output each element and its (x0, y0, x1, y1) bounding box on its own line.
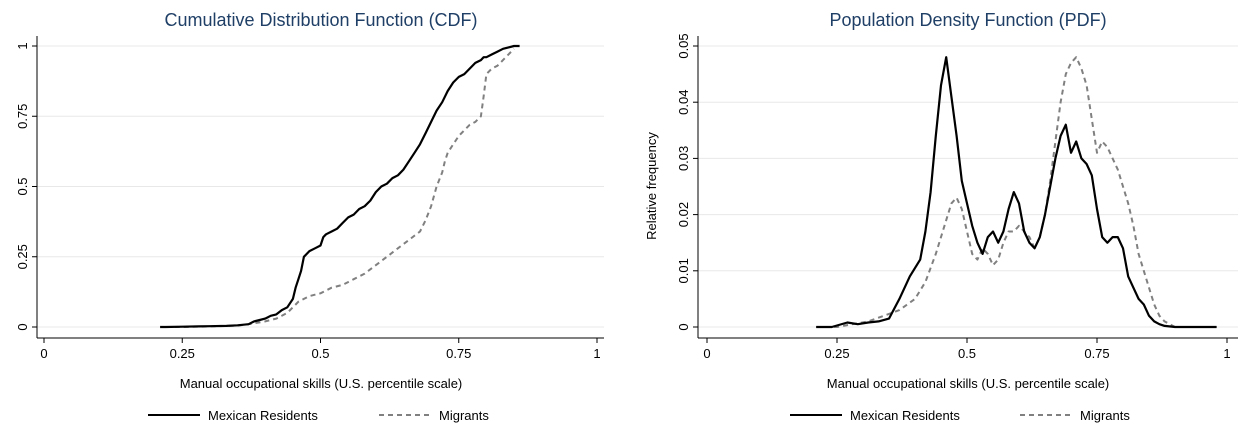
cdf-grid (37, 45, 604, 328)
pdf-x-tick-label: 0 (703, 346, 710, 361)
pdf-title: Population Density Function (PDF) (829, 10, 1106, 30)
pdf-x-tick-label: 0.5 (958, 346, 976, 361)
cdf-y-tick-label: 0.75 (15, 104, 30, 129)
cdf-ticks: 0 0.25 0.5 0.75 1 0 0.25 0.5 0.75 1 (15, 42, 601, 361)
cdf-x-tick-label: 0 (40, 346, 47, 361)
pdf-panel: Population Density Function (PDF) 00.010… (644, 10, 1238, 423)
cdf-legend-label-migrants: Migrants (439, 408, 489, 423)
cdf-title: Cumulative Distribution Function (CDF) (164, 10, 477, 30)
pdf-y-tick-label: 0.02 (676, 202, 691, 227)
pdf-legend: Mexican Residents Migrants (790, 408, 1130, 423)
cdf-y-tick-label: 0.5 (15, 177, 30, 195)
pdf-ticks: 0 0.01 0.02 0.03 0.04 0.05 0 0.25 0.5 0.75 1 (676, 33, 1231, 361)
pdf-legend-label-residents: Mexican Residents (850, 408, 960, 423)
pdf-x-axis-label: Manual occupational skills (U.S. percent… (827, 376, 1110, 391)
pdf-grid (698, 45, 1238, 328)
pdf-legend-label-migrants: Migrants (1080, 408, 1130, 423)
pdf-series-line-mexican-residents (816, 56, 1217, 329)
pdf-series (816, 56, 1217, 329)
cdf-y-tick-label: 1 (15, 42, 30, 49)
cdf-series-line-migrants (165, 48, 515, 328)
cdf-series (160, 44, 520, 329)
pdf-series-line-migrants (816, 56, 1217, 328)
cdf-y-tick-label: 0.25 (15, 244, 30, 269)
cdf-panel: Cumulative Distribution Function (CDF) 0… (15, 10, 604, 423)
pdf-y-tick-label: 0.04 (676, 90, 691, 115)
cdf-x-tick-label: 0.25 (170, 346, 195, 361)
pdf-x-tick-label: 0.25 (824, 346, 849, 361)
cdf-x-tick-label: 0.75 (446, 346, 471, 361)
cdf-x-tick-label: 0.5 (311, 346, 329, 361)
pdf-x-tick-label: 1 (1223, 346, 1230, 361)
pdf-y-axis-label: Relative frequency (644, 132, 659, 240)
pdf-y-tick-label: 0.05 (676, 33, 691, 58)
pdf-y-tick-label: 0.03 (676, 146, 691, 171)
pdf-x-tick-label: 0.75 (1084, 346, 1109, 361)
cdf-x-tick-label: 1 (593, 346, 600, 361)
pdf-y-tick-label: 0.01 (676, 258, 691, 283)
cdf-series-line-mexican-residents (160, 44, 520, 329)
pdf-y-tick-label: 0 (676, 323, 691, 330)
cdf-y-tick-label: 0 (15, 323, 30, 330)
cdf-x-axis-label: Manual occupational skills (U.S. percent… (180, 376, 463, 391)
cdf-legend: Mexican Residents Migrants (148, 408, 489, 423)
pdf-axes (697, 36, 1238, 339)
cdf-legend-label-residents: Mexican Residents (208, 408, 318, 423)
